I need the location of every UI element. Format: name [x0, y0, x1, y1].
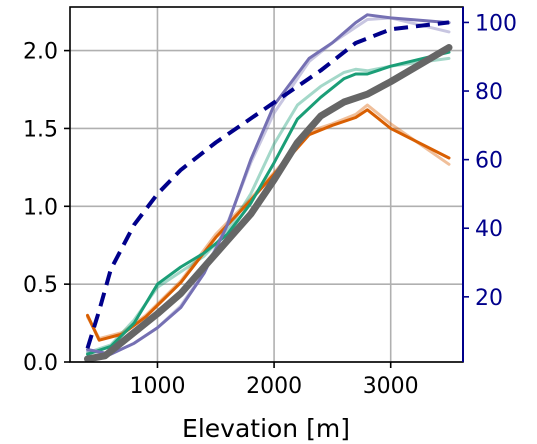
y-left-tick-label: 1.0: [23, 195, 58, 220]
y-right-tick-label: 20: [475, 286, 503, 311]
y-right-tick-label: 60: [475, 149, 503, 174]
y-right-tick-label: 100: [475, 11, 517, 36]
y-left-tick-label: 0.0: [23, 351, 58, 376]
y-left-tick-label: 0.5: [23, 273, 58, 298]
x-tick-label: 1000: [129, 374, 185, 399]
series-line-6: [84, 44, 453, 363]
x-tick-label: 3000: [363, 374, 419, 399]
y-left-tick-label: 1.5: [23, 117, 58, 142]
series-line-5: [86, 13, 451, 356]
y-right-tick-label: 80: [475, 80, 503, 105]
series-lines: [84, 13, 453, 363]
x-axis-label: Elevation [m]: [182, 414, 350, 443]
y-left-tick-label: 2.0: [23, 40, 58, 65]
series-line-7: [85, 20, 450, 349]
series-line-3: [86, 108, 451, 342]
y-right-tick-label: 40: [475, 217, 503, 242]
series-line-0: [86, 103, 451, 341]
series-line-4: [86, 50, 451, 356]
x-tick-label: 2000: [246, 374, 302, 399]
axis-ticks: 1000 2000 3000 0.0 0.5 1.0 1.5 2.0 20 40 60 80 100: [23, 11, 517, 399]
